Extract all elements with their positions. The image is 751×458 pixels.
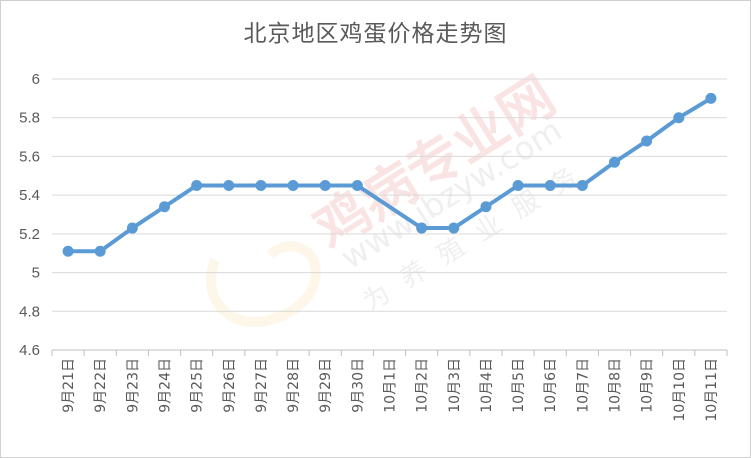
x-tick-label: 9月30日 xyxy=(350,358,366,413)
x-tick-label: 10月9日 xyxy=(640,358,656,413)
y-tick-label: 5.8 xyxy=(19,110,40,127)
data-point xyxy=(191,179,203,191)
x-tick-label: 10月6日 xyxy=(543,358,559,413)
x-tick-label: 9月25日 xyxy=(190,358,206,413)
data-point xyxy=(62,245,74,257)
series-polyline xyxy=(66,96,713,254)
x-tick-label: 9月21日 xyxy=(61,358,77,413)
x-tick-label: 9月24日 xyxy=(158,358,174,413)
x-tick-label: 9月22日 xyxy=(93,358,109,413)
x-tick-label: 10月11日 xyxy=(704,358,720,422)
chart-title: 北京地区鸡蛋价格走势图 xyxy=(243,21,508,47)
x-tick-label: 10月2日 xyxy=(415,358,431,413)
x-tick-label: 9月27日 xyxy=(254,358,270,413)
x-tick-label: 10月3日 xyxy=(447,358,463,413)
data-point xyxy=(641,135,653,147)
y-tick-label: 5.4 xyxy=(19,187,40,204)
data-point xyxy=(351,179,363,191)
data-point xyxy=(319,179,331,191)
data-point xyxy=(609,156,620,168)
watermark-logo-swirl xyxy=(206,241,321,327)
data-point xyxy=(512,179,524,191)
data-point xyxy=(576,179,588,191)
x-tick-label: 10月1日 xyxy=(383,358,399,413)
y-tick-label: 5.2 xyxy=(19,226,40,243)
y-axis-ticks: 4.6 4.8 5 5.2 5.4 5.6 5.8 6 xyxy=(19,71,40,359)
x-tick-label: 10月5日 xyxy=(511,358,527,413)
data-point xyxy=(223,179,235,191)
data-point xyxy=(416,222,428,234)
watermark: 鸡病专业网 www.jbzyw.com 为养殖业服务 xyxy=(206,65,598,327)
data-point xyxy=(255,179,267,191)
data-point xyxy=(159,201,170,213)
y-tick-label: 5 xyxy=(32,265,40,282)
x-tick-label: 10月10日 xyxy=(672,358,688,422)
x-tick-label: 9月23日 xyxy=(125,358,141,413)
x-tick-label: 9月28日 xyxy=(286,358,302,413)
x-axis: 9月21日 9月22日 9月23日 9月24日 9月25日 9月26日 9月27日 9月28日… xyxy=(51,349,728,422)
x-tick-label: 10月8日 xyxy=(608,358,624,413)
data-point xyxy=(705,92,717,104)
x-tick-label: 9月26日 xyxy=(222,358,238,413)
x-tick-label: 10月7日 xyxy=(575,358,591,413)
data-point xyxy=(673,112,685,124)
x-tick-label: 10月4日 xyxy=(479,358,495,413)
data-point xyxy=(480,201,492,213)
data-point xyxy=(126,222,138,234)
y-tick-label: 4.6 xyxy=(19,342,40,359)
data-point xyxy=(448,222,460,234)
data-point xyxy=(94,245,106,257)
series-line xyxy=(62,92,717,257)
data-point xyxy=(544,179,556,191)
x-tick-label: 9月29日 xyxy=(318,358,334,413)
y-tick-label: 4.8 xyxy=(19,303,40,320)
data-point xyxy=(287,179,299,191)
y-tick-label: 5.6 xyxy=(19,148,40,165)
y-tick-label: 6 xyxy=(32,71,40,88)
